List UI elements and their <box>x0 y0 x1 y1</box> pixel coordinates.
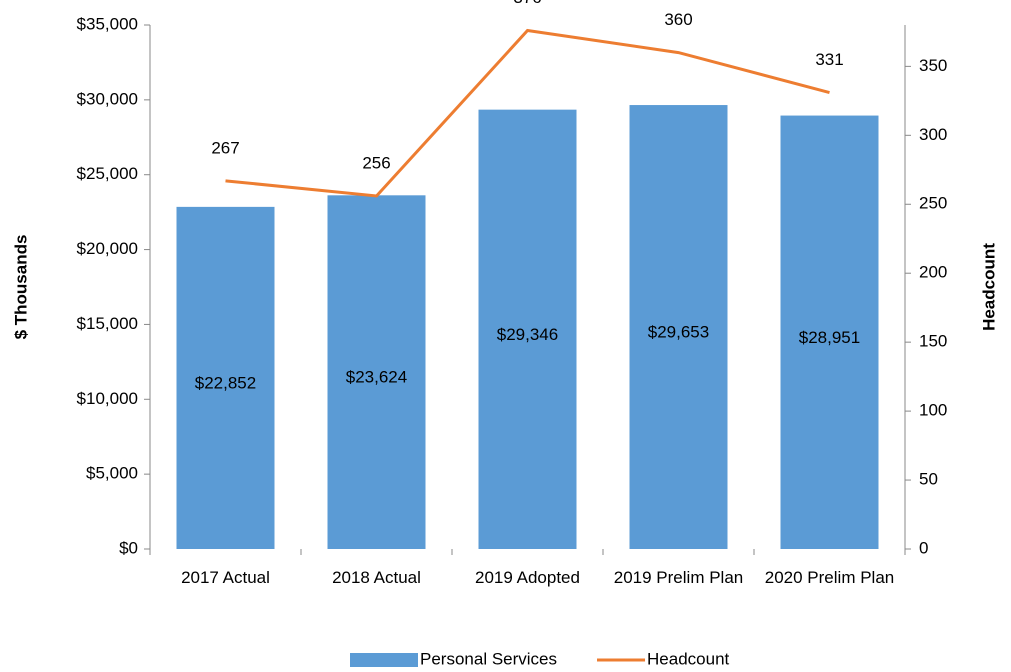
line-value-label: 267 <box>211 138 239 157</box>
x-tick-label: 2020 Prelim Plan <box>764 568 895 587</box>
bar <box>478 109 577 549</box>
bar-value-label: $29,346 <box>497 325 558 344</box>
bar-value-label: $23,624 <box>346 368 407 387</box>
y-axis-title: $ Thousands <box>11 235 30 340</box>
y2-tick-label: 100 <box>919 401 947 420</box>
line <box>225 28 830 198</box>
y-tick-label: $0 <box>119 538 138 557</box>
bar-value-label: $22,852 <box>195 373 256 392</box>
y2-tick-label: 300 <box>919 125 947 144</box>
bar-value-label: $28,951 <box>799 328 860 347</box>
x-tick-label: 2017 Actual <box>181 568 270 587</box>
y2-tick-label: 250 <box>919 194 947 213</box>
y2-tick-label: 350 <box>919 56 947 75</box>
y2-tick-label: 0 <box>919 538 928 557</box>
y-tick-label: $25,000 <box>77 164 138 183</box>
bar <box>327 195 426 549</box>
y-tick-label: $15,000 <box>77 314 138 333</box>
y-tick-label: $35,000 <box>77 14 138 33</box>
bar <box>780 115 879 550</box>
bar <box>176 206 275 549</box>
legend-swatch <box>350 653 418 667</box>
x-tick-label: 2018 Actual <box>332 568 421 587</box>
x-tick-label: 2019 Adopted <box>475 568 580 587</box>
y2-axis-title: Headcount <box>979 243 998 331</box>
line-value-label: 256 <box>362 153 390 172</box>
legend-label: Headcount <box>647 649 730 668</box>
y-tick-label: $30,000 <box>77 89 138 108</box>
y-tick-label: $20,000 <box>77 239 138 258</box>
line-value-label: 331 <box>815 50 843 69</box>
line-value-label: 360 <box>664 10 692 29</box>
y2-tick-label: 150 <box>919 332 947 351</box>
line-value-label: 376 <box>513 0 541 7</box>
y-tick-label: $10,000 <box>77 389 138 408</box>
x-tick-label: 2019 Prelim Plan <box>613 568 744 587</box>
y2-tick-label: 200 <box>919 263 947 282</box>
y-tick-label: $5,000 <box>86 464 138 483</box>
y2-tick-label: 50 <box>919 470 938 489</box>
bar <box>629 105 728 549</box>
bar-value-label: $29,653 <box>648 323 709 342</box>
legend-label: Personal Services <box>420 649 557 668</box>
